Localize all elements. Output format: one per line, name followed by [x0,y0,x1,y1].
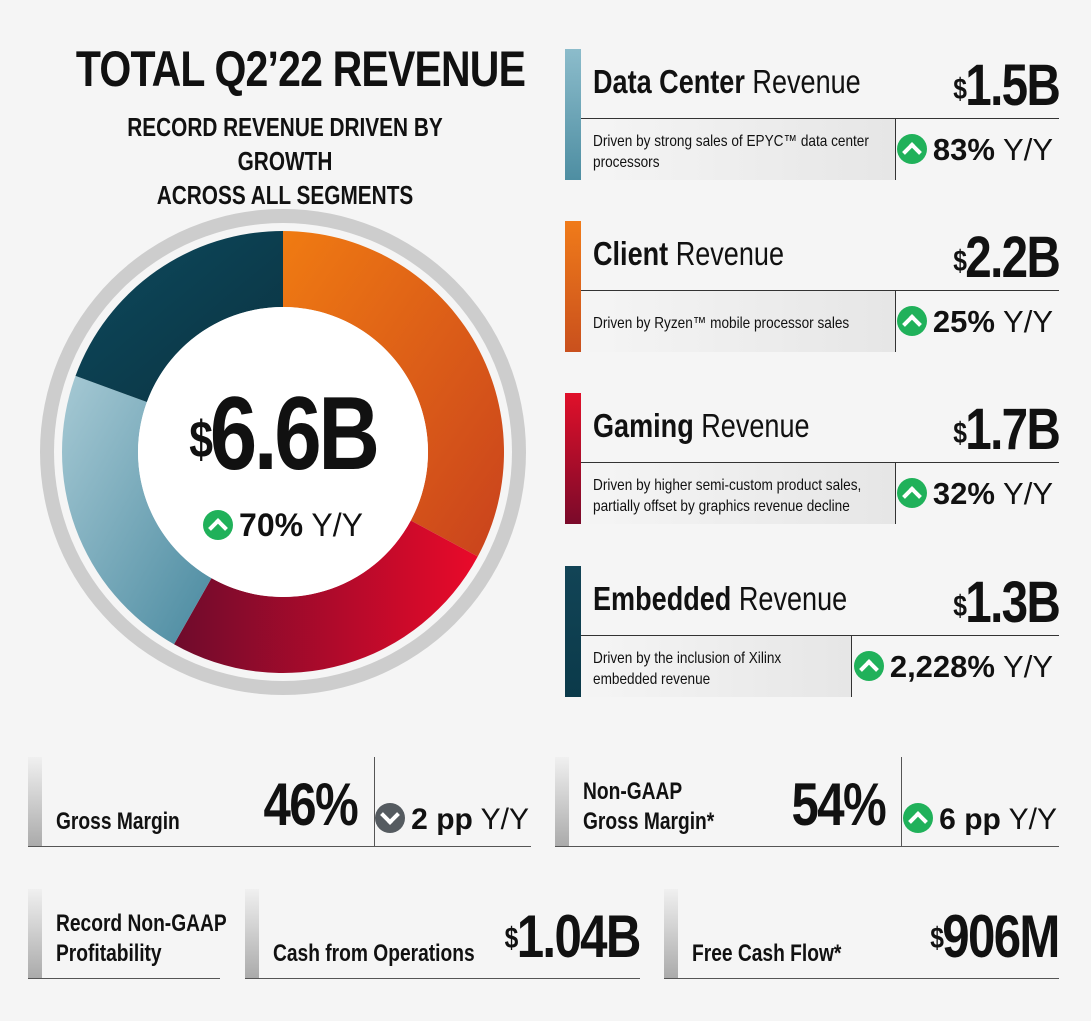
segment-divider [581,118,1059,119]
gross-margin-metric: Gross Margin 46% 2 pp Y/Y [28,757,531,847]
up-arrow-icon [903,803,934,834]
segment-vertical-divider [895,119,896,180]
segment-description: Driven by higher semi-custom product sal… [593,477,862,515]
segment-divider [581,462,1059,463]
metric-accent-bar [664,889,678,979]
metric-value: 46% [263,771,358,838]
metric-baseline [28,978,220,979]
metric-change: 2 pp Y/Y [375,803,529,837]
segment-description-box: Driven by strong sales of EPYC™ data cen… [581,119,895,180]
segment-description: Driven by strong sales of EPYC™ data cen… [593,133,869,171]
metric-divider [901,757,902,847]
metric-change: 6 pp Y/Y [903,803,1057,837]
segment-value: $1.3B [953,570,1061,635]
donut-slice-embedded [75,231,283,403]
total-growth-unit: Y/Y [311,507,363,543]
metric-label: Gross Margin [56,808,180,835]
metric-value: $1.04B [504,903,642,970]
segment-growth: 32% Y/Y [896,476,1053,512]
metric-accent-bar [555,757,569,847]
segment-name: Embedded Revenue [593,580,848,617]
segment-vertical-divider [851,636,852,697]
segment-growth: 25% Y/Y [896,304,1053,340]
segment-divider [581,635,1059,636]
segment-name: Data Center Revenue [593,63,861,100]
metric-baseline [245,978,640,979]
segment-card-gaming: Gaming Revenue $1.7B Driven by higher se… [565,393,1061,524]
segment-color-bar [565,393,581,524]
revenue-donut-chart: $6.6B 70% Y/Y [38,207,528,697]
subtitle-line-2: ACROSS ALL SEGMENTS [156,180,414,210]
currency-symbol: $ [189,411,213,469]
metric-accent-bar [245,889,259,979]
segment-divider [581,290,1059,291]
metric-label: Non-GAAP Gross Margin* [583,778,715,835]
up-arrow-icon [896,133,927,164]
metric-divider [374,757,375,847]
up-arrow-icon [896,305,927,336]
segment-description: Driven by Ryzen™ mobile processor sales [593,315,850,332]
total-growth: 70% Y/Y [38,507,528,544]
total-growth-pct: 70% [239,507,304,543]
segment-card-embedded: Embedded Revenue $1.3B Driven by the inc… [565,566,1061,697]
metric-baseline [555,846,1059,847]
up-arrow-icon [853,650,884,681]
metric-value: 54% [791,771,886,838]
metric-baseline [28,846,531,847]
segment-name: Client Revenue [593,235,785,272]
donut-slice-data-center [61,375,212,645]
segment-vertical-divider [895,463,896,524]
title-block: TOTAL Q2’22 REVENUE RECORD REVENUE DRIVE… [30,40,540,212]
segment-description-box: Driven by higher semi-custom product sal… [581,463,895,524]
segment-description-box: Driven by the inclusion of Xilinx embedd… [581,636,851,697]
donut-slice-client [283,231,504,557]
up-arrow-icon [896,477,927,508]
segment-card-client: Client Revenue $2.2B Driven by Ryzen™ mo… [565,221,1061,352]
non-gaap-gross-margin-metric: Non-GAAP Gross Margin* 54% 6 pp Y/Y [555,757,1059,847]
total-revenue-number: 6.6B [209,376,380,492]
subtitle-line-1: RECORD REVENUE DRIVEN BY GROWTH [127,112,443,176]
free-cash-flow-metric: Free Cash Flow* $906M [664,889,1061,979]
segment-color-bar [565,221,581,352]
segment-value: $1.7B [953,397,1061,462]
total-revenue-value: $6.6B [82,382,484,486]
metric-label: Record Non-GAAP Profitability [56,910,227,967]
cash-from-operations-metric: Cash from Operations $1.04B [245,889,642,979]
donut-svg [40,209,526,695]
page-title: TOTAL Q2’22 REVENUE [75,41,526,97]
segment-description: Driven by the inclusion of Xilinx embedd… [593,650,782,688]
metric-value: $906M [930,903,1060,970]
metric-accent-bar [28,757,42,847]
segment-name: Gaming Revenue [593,407,810,444]
page-subtitle: RECORD REVENUE DRIVEN BY GROWTH ACROSS A… [81,110,489,212]
metric-accent-bar [28,889,42,979]
down-arrow-icon [375,803,406,834]
segment-color-bar [565,49,581,180]
metric-baseline [664,978,1059,979]
segment-value: $2.2B [953,225,1061,290]
metric-label: Cash from Operations [273,940,475,967]
profitability-metric: Record Non-GAAP Profitability [28,889,227,979]
segment-growth: 83% Y/Y [896,132,1053,168]
segment-growth: 2,228% Y/Y [853,649,1053,685]
up-arrow-icon [203,509,234,540]
donut-slice-gaming [173,520,478,673]
segment-card-data-center: Data Center Revenue $1.5B Driven by stro… [565,49,1061,180]
segment-vertical-divider [895,291,896,352]
segment-value: $1.5B [953,53,1061,118]
segment-description-box: Driven by Ryzen™ mobile processor sales [581,291,895,352]
metric-label: Free Cash Flow* [692,940,842,967]
segment-color-bar [565,566,581,697]
